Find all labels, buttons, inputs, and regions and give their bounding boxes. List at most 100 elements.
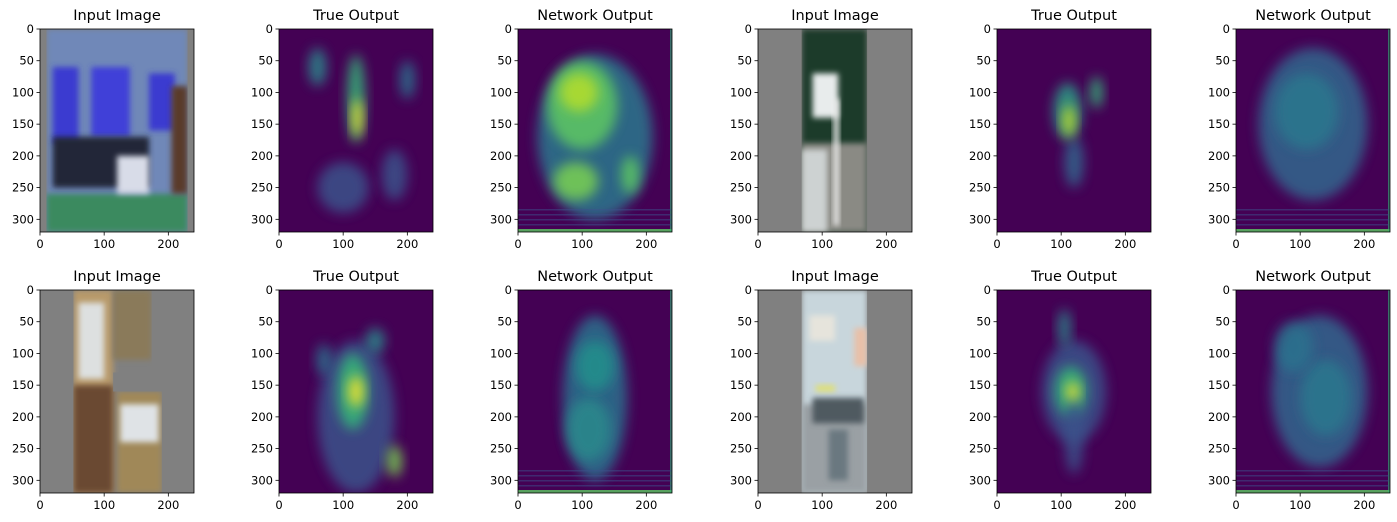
- y-tick-label: 300: [1208, 212, 1230, 226]
- x-tick-label: 100: [93, 498, 115, 512]
- y-tick-label: 100: [490, 85, 512, 99]
- y-tick-label: 150: [969, 378, 991, 392]
- x-tick-label: 0: [754, 498, 761, 512]
- y-tick-label: 300: [1208, 473, 1230, 487]
- y-tick-label: 200: [251, 149, 273, 163]
- y-tick-label: 250: [969, 181, 991, 195]
- x-tick-label: 100: [1050, 237, 1072, 251]
- x-tick-label: 100: [811, 237, 833, 251]
- y-tick-label: 200: [12, 410, 34, 424]
- heat-blob: [575, 340, 615, 392]
- x-tick-label: 0: [993, 237, 1000, 251]
- y-tick-label: 0: [27, 22, 34, 36]
- x-tick-label: 200: [1353, 498, 1375, 512]
- subplot-9: Network Output 0 100 200 0 50 100 150 200 250 300: [490, 269, 673, 512]
- y-tick-label: 50: [497, 315, 512, 329]
- heat-blob: [1064, 136, 1084, 188]
- heatmap-image: [1236, 290, 1390, 493]
- y-tick-label: 100: [251, 346, 273, 360]
- axes-frame: [517, 28, 673, 233]
- x-tick-label: 200: [635, 498, 657, 512]
- heat-blob: [308, 48, 327, 87]
- heat-blob: [1090, 76, 1103, 109]
- y-tick-label: 100: [490, 346, 512, 360]
- axes-frame: [278, 289, 434, 494]
- heat-blob: [316, 343, 332, 376]
- heat-blob: [365, 328, 385, 354]
- y-tick-label: 300: [251, 473, 273, 487]
- heat-blob: [399, 60, 416, 99]
- axes-frame: [278, 28, 434, 233]
- y-tick-label: 250: [251, 181, 273, 195]
- subplot-8: True Output 0 100 200 0 50 100 150 200 250 300: [251, 269, 434, 512]
- y-tick-label: 200: [969, 410, 991, 424]
- y-tick-label: 200: [251, 410, 273, 424]
- y-tick-label: 0: [266, 22, 273, 36]
- y-tick-label: 150: [12, 117, 34, 131]
- subplot-11: True Output 0 100 200 0 50 100 150 200 250 300: [969, 269, 1152, 512]
- y-tick-label: 0: [266, 283, 273, 297]
- x-tick-label: 0: [36, 237, 43, 251]
- y-tick-label: 200: [730, 149, 752, 163]
- axes-frame: [996, 28, 1152, 233]
- x-tick-label: 0: [993, 498, 1000, 512]
- subplot-title: Input Image: [791, 8, 879, 24]
- y-tick-label: 200: [12, 149, 34, 163]
- heat-blob: [553, 162, 599, 201]
- y-tick-label: 100: [12, 85, 34, 99]
- y-tick-label: 250: [251, 442, 273, 456]
- x-tick-label: 200: [157, 237, 179, 251]
- y-tick-label: 250: [730, 181, 752, 195]
- y-tick-label: 150: [251, 378, 273, 392]
- heat-blob: [1064, 397, 1084, 474]
- x-tick-label: 100: [811, 498, 833, 512]
- heat-blob: [348, 375, 364, 408]
- y-tick-label: 0: [1223, 283, 1230, 297]
- y-tick-label: 300: [969, 473, 991, 487]
- subplot-title: Network Output: [537, 269, 653, 285]
- y-tick-label: 100: [12, 346, 34, 360]
- y-tick-label: 300: [490, 212, 512, 226]
- y-tick-label: 100: [969, 346, 991, 360]
- subplot-12: Network Output 0 100 200 0 50 100 150 200 250 300: [1208, 269, 1391, 512]
- x-tick-label: 100: [1289, 237, 1311, 251]
- axes-frame: [757, 289, 913, 494]
- y-tick-label: 100: [730, 85, 752, 99]
- y-tick-label: 300: [969, 212, 991, 226]
- y-tick-label: 50: [976, 54, 991, 68]
- x-tick-label: 200: [875, 237, 897, 251]
- heat-blob: [1066, 381, 1080, 402]
- subplot-6: Network Output 0 100 200 0 50 100 150 200 250 300: [1208, 8, 1391, 251]
- axes-frame: [757, 28, 913, 233]
- axes-frame: [39, 289, 195, 494]
- y-tick-label: 250: [969, 442, 991, 456]
- heat-blob: [566, 397, 612, 462]
- x-tick-label: 200: [1114, 237, 1136, 251]
- y-tick-label: 100: [1208, 85, 1230, 99]
- y-tick-label: 250: [12, 442, 34, 456]
- y-tick-label: 0: [984, 283, 991, 297]
- subplot-title: Network Output: [1255, 269, 1371, 285]
- subplot-7: Input Image 0 100 200 0 50 100 150 200 250 300: [12, 269, 195, 512]
- subplot-title: True Output: [1030, 8, 1117, 24]
- input-image: [758, 29, 912, 232]
- axes-frame: [517, 289, 673, 494]
- y-tick-label: 100: [1208, 346, 1230, 360]
- axes-frame: [1235, 289, 1391, 494]
- x-tick-label: 0: [1232, 237, 1239, 251]
- heatmap-image: [518, 290, 672, 493]
- x-tick-label: 0: [1232, 498, 1239, 512]
- x-tick-label: 200: [635, 237, 657, 251]
- y-tick-label: 250: [490, 442, 512, 456]
- y-tick-label: 0: [27, 283, 34, 297]
- subplot-title: Network Output: [537, 8, 653, 24]
- y-tick-label: 200: [1208, 149, 1230, 163]
- x-tick-label: 0: [275, 498, 282, 512]
- heatmap-image: [279, 290, 433, 493]
- y-tick-label: 200: [969, 149, 991, 163]
- y-tick-label: 50: [19, 54, 34, 68]
- axes-frame: [1235, 28, 1391, 233]
- y-tick-label: 250: [1208, 181, 1230, 195]
- x-tick-label: 200: [875, 498, 897, 512]
